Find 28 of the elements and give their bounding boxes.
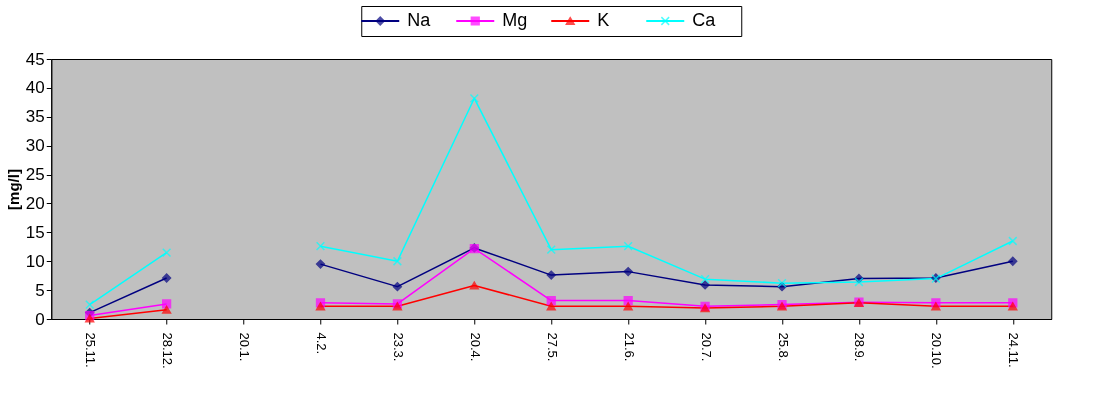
x-tick-label: 28.12. [160,332,176,369]
x-tick-label: 20.7. [698,332,714,362]
y-tick-label: 15 [25,222,45,242]
legend-label: Na [407,10,432,30]
x-tick-label: 20.1. [237,332,253,362]
legend-label: Ca [692,10,717,30]
x-tick-label: 27.5. [544,332,560,362]
y-tick-label: 5 [35,280,45,300]
y-tick-label: 0 [35,309,45,329]
y-tick-label: 20 [25,193,45,213]
y-axis-title: [mg/l] [4,169,22,210]
x-tick-label: 4.2. [313,332,329,355]
y-tick-label: 35 [25,107,45,127]
x-tick-label: 20.4. [467,332,483,362]
x-tick-label: 25.11. [83,332,99,368]
y-tick-label: 10 [25,251,45,271]
y-tick-label: 40 [25,78,45,98]
y-tick-label: 30 [25,136,45,156]
y-tick-label: 45 [25,49,45,69]
x-tick-label: 24.11. [1006,332,1022,368]
y-tick-label: 25 [25,165,45,185]
legend-label: K [597,10,610,30]
x-tick-label: 21.6. [621,332,637,362]
x-tick-label: 20.10. [929,332,945,369]
x-tick-label: 23.3. [390,332,406,362]
legend-label: Mg [502,10,528,30]
x-tick-label: 25.8. [775,332,791,362]
x-tick-label: 28.9. [852,332,868,362]
